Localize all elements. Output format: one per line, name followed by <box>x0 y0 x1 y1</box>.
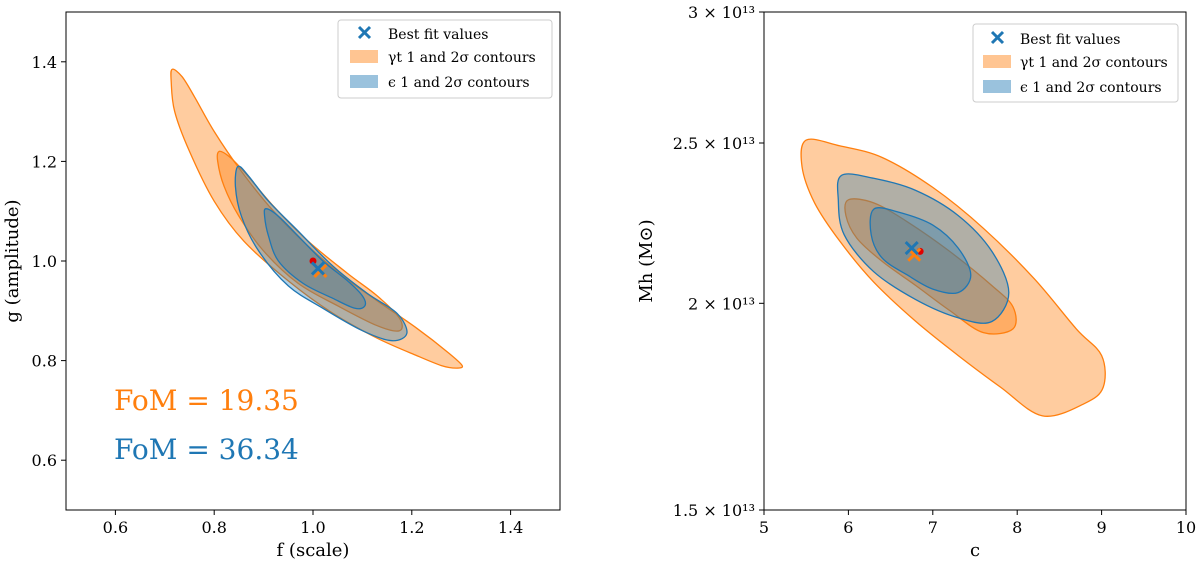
left-legend-gamma-label: γt 1 and 2σ contours <box>388 50 536 66</box>
left-y-axis: 0.6 0.8 1.0 1.2 1.4 <box>32 53 66 470</box>
left-true-value-marker <box>309 257 317 265</box>
fom-orange-annotation: FoM = 19.35 <box>114 384 299 417</box>
left-legend-best-fit-marker <box>357 25 372 40</box>
right-x-tick-label: 5 <box>759 518 769 537</box>
right-x-tick-label: 8 <box>1012 518 1022 537</box>
right-panel: 5 6 7 8 9 10 1.5 × 10¹³ 2 × 10¹³ 2.5 × 10¹³ 3 × … <box>636 3 1196 561</box>
left-y-tick-label: 0.6 <box>32 451 57 470</box>
left-legend: Best fit values γt 1 and 2σ contours ϵ 1… <box>337 19 553 99</box>
right-legend: Best fit values γt 1 and 2σ contours ϵ 1… <box>972 23 1179 103</box>
left-panel: 0.6 0.8 1.0 1.2 1.4 0.6 0.8 1.0 1.2 1.4 f (scale… <box>2 11 561 561</box>
right-x-tick-label: 9 <box>1097 518 1107 537</box>
right-y-tick-label: 3 × 10¹³ <box>688 3 755 22</box>
left-legend-box <box>337 19 553 99</box>
right-x-tick-label: 6 <box>843 518 853 537</box>
left-x-tick-label: 1.0 <box>300 518 325 537</box>
left-y-axis-label: g (amplitude) <box>2 199 23 322</box>
left-y-tick-label: 1.2 <box>32 152 57 171</box>
left-x-tick-label: 0.8 <box>201 518 226 537</box>
right-contours <box>800 138 1106 417</box>
left-y-tick-label: 0.8 <box>32 352 57 371</box>
right-x-tick-label: 10 <box>1176 518 1196 537</box>
right-gamma-1sigma-contour <box>844 198 1017 335</box>
right-y-tick-label: 2.5 × 10¹³ <box>673 134 755 153</box>
left-legend-best-fit-label: Best fit values <box>388 27 488 43</box>
right-legend-box <box>972 23 1179 103</box>
left-legend-eps-label: ϵ 1 and 2σ contours <box>388 75 530 91</box>
left-eps-2sigma-contour <box>234 165 408 342</box>
right-legend-eps-swatch <box>983 80 1011 93</box>
right-x-axis: 5 6 7 8 9 10 <box>759 510 1196 537</box>
left-gamma-2sigma-contour <box>170 68 464 369</box>
right-legend-gamma-label: γt 1 and 2σ contours <box>1020 55 1168 71</box>
right-y-axis-label: Mh (M⊙) <box>636 219 657 302</box>
left-legend-eps-swatch <box>350 75 378 88</box>
fom-blue-annotation: FoM = 36.34 <box>114 433 299 466</box>
right-legend-best-fit-label: Best fit values <box>1020 32 1120 48</box>
right-legend-best-fit-marker <box>990 30 1005 45</box>
left-legend-gamma-swatch <box>350 50 378 63</box>
left-x-tick-label: 1.4 <box>498 518 523 537</box>
right-x-tick-label: 7 <box>928 518 938 537</box>
right-y-axis: 1.5 × 10¹³ 2 × 10¹³ 2.5 × 10¹³ 3 × 10¹³ <box>673 3 764 520</box>
left-x-tick-label: 0.6 <box>103 518 128 537</box>
right-x-axis-label: c <box>970 540 980 561</box>
right-plot-frame <box>763 11 1187 511</box>
left-best-fit-eps-marker <box>310 261 326 276</box>
left-markers <box>309 257 328 279</box>
left-x-tick-label: 1.2 <box>399 518 424 537</box>
left-x-axis-label: f (scale) <box>277 540 350 561</box>
right-y-tick-label: 1.5 × 10¹³ <box>673 501 755 520</box>
left-y-tick-label: 1.0 <box>32 252 57 271</box>
right-best-fit-eps-marker <box>904 240 919 256</box>
right-y-tick-label: 2 × 10¹³ <box>688 294 755 313</box>
left-y-tick-label: 1.4 <box>32 53 57 72</box>
right-legend-eps-label: ϵ 1 and 2σ contours <box>1020 80 1162 96</box>
right-legend-gamma-swatch <box>983 55 1011 68</box>
right-markers <box>904 240 924 262</box>
left-x-axis: 0.6 0.8 1.0 1.2 1.4 <box>103 510 523 537</box>
left-contours <box>170 68 464 369</box>
